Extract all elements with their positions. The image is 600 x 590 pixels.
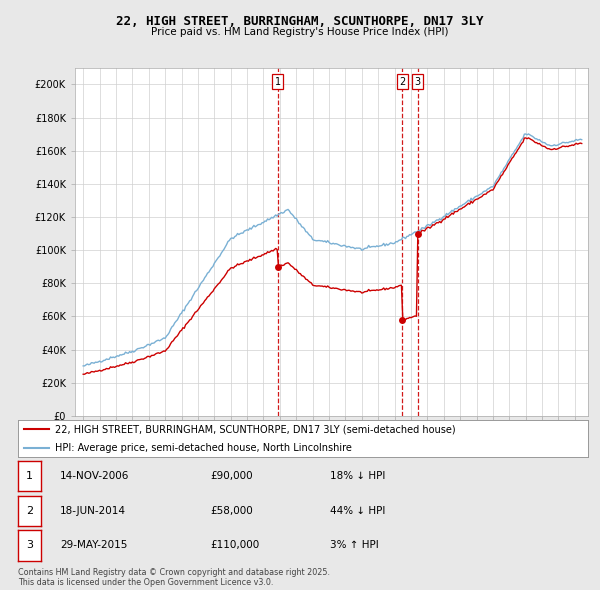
- Text: £58,000: £58,000: [210, 506, 253, 516]
- Text: 2: 2: [26, 506, 33, 516]
- Text: 29-MAY-2015: 29-MAY-2015: [60, 540, 127, 550]
- Text: 1: 1: [275, 77, 281, 87]
- Text: 22, HIGH STREET, BURRINGHAM, SCUNTHORPE, DN17 3LY (semi-detached house): 22, HIGH STREET, BURRINGHAM, SCUNTHORPE,…: [55, 424, 455, 434]
- Text: 3: 3: [415, 77, 421, 87]
- Text: 18-JUN-2014: 18-JUN-2014: [60, 506, 126, 516]
- Text: HPI: Average price, semi-detached house, North Lincolnshire: HPI: Average price, semi-detached house,…: [55, 443, 352, 453]
- Text: 18% ↓ HPI: 18% ↓ HPI: [330, 471, 385, 481]
- Text: 3: 3: [26, 540, 33, 550]
- Text: 1: 1: [26, 471, 33, 481]
- Text: £90,000: £90,000: [210, 471, 253, 481]
- Text: 14-NOV-2006: 14-NOV-2006: [60, 471, 130, 481]
- Text: £110,000: £110,000: [210, 540, 259, 550]
- Text: Contains HM Land Registry data © Crown copyright and database right 2025.
This d: Contains HM Land Registry data © Crown c…: [18, 568, 330, 587]
- Text: 44% ↓ HPI: 44% ↓ HPI: [330, 506, 385, 516]
- Text: 2: 2: [399, 77, 405, 87]
- Text: 3% ↑ HPI: 3% ↑ HPI: [330, 540, 379, 550]
- Text: 22, HIGH STREET, BURRINGHAM, SCUNTHORPE, DN17 3LY: 22, HIGH STREET, BURRINGHAM, SCUNTHORPE,…: [116, 15, 484, 28]
- Text: Price paid vs. HM Land Registry's House Price Index (HPI): Price paid vs. HM Land Registry's House …: [151, 27, 449, 37]
